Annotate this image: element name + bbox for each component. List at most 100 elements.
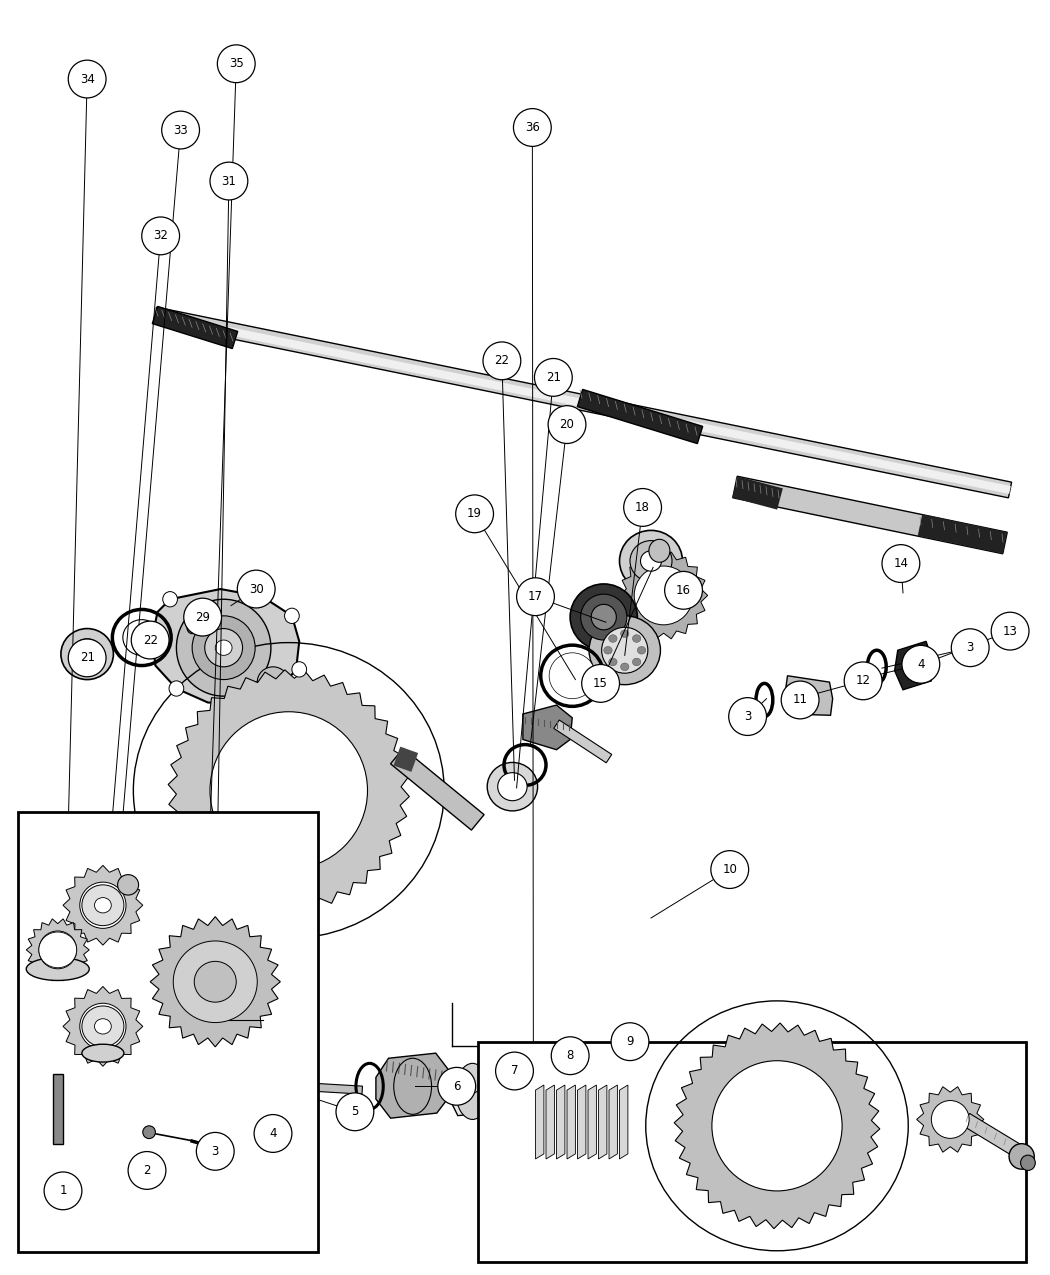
Circle shape [931, 1100, 969, 1139]
Ellipse shape [609, 635, 617, 643]
Circle shape [456, 495, 493, 533]
Ellipse shape [176, 599, 271, 696]
Ellipse shape [637, 646, 646, 654]
Text: 3: 3 [743, 710, 752, 723]
Text: 21: 21 [80, 652, 94, 664]
Circle shape [517, 578, 554, 616]
Text: 6: 6 [453, 1080, 461, 1093]
Ellipse shape [187, 621, 197, 634]
Circle shape [184, 598, 222, 636]
Text: 17: 17 [528, 590, 543, 603]
Polygon shape [733, 477, 1007, 553]
Text: 22: 22 [143, 634, 158, 646]
Ellipse shape [1021, 1155, 1035, 1170]
Circle shape [217, 45, 255, 83]
Text: 5: 5 [351, 1105, 359, 1118]
Circle shape [551, 1037, 589, 1075]
Circle shape [624, 488, 662, 527]
Text: 9: 9 [626, 1035, 634, 1048]
Text: 10: 10 [722, 863, 737, 876]
Polygon shape [674, 1023, 880, 1229]
Circle shape [254, 1114, 292, 1153]
Ellipse shape [143, 1126, 155, 1139]
Polygon shape [376, 1053, 449, 1118]
Text: 33: 33 [173, 124, 188, 136]
Polygon shape [578, 389, 702, 444]
Circle shape [729, 697, 766, 736]
Ellipse shape [82, 1006, 124, 1047]
Text: 11: 11 [793, 694, 807, 706]
Circle shape [210, 711, 368, 870]
Text: 18: 18 [635, 501, 650, 514]
Text: 13: 13 [1003, 625, 1017, 638]
Circle shape [582, 664, 620, 703]
Text: 35: 35 [229, 57, 244, 70]
Polygon shape [168, 669, 410, 912]
Circle shape [80, 882, 126, 928]
Ellipse shape [649, 539, 670, 562]
Circle shape [711, 850, 749, 889]
Polygon shape [26, 919, 89, 980]
Polygon shape [86, 1125, 102, 1137]
Ellipse shape [632, 635, 640, 643]
Ellipse shape [39, 932, 77, 968]
Ellipse shape [84, 1099, 92, 1109]
Polygon shape [620, 1085, 628, 1159]
Text: 16: 16 [676, 584, 691, 597]
Circle shape [951, 629, 989, 667]
Polygon shape [567, 1085, 575, 1159]
Polygon shape [732, 477, 783, 510]
Ellipse shape [292, 662, 307, 677]
Circle shape [902, 645, 940, 683]
Ellipse shape [620, 530, 682, 592]
Polygon shape [784, 676, 833, 715]
Polygon shape [452, 1068, 494, 1116]
Circle shape [39, 931, 77, 969]
Text: 3: 3 [211, 1145, 219, 1158]
Ellipse shape [94, 1019, 111, 1034]
Text: 3: 3 [966, 641, 974, 654]
Ellipse shape [205, 629, 243, 667]
Ellipse shape [64, 1139, 77, 1149]
Text: 15: 15 [593, 677, 608, 690]
Ellipse shape [82, 885, 124, 926]
Ellipse shape [487, 762, 538, 811]
Polygon shape [160, 314, 1011, 493]
Circle shape [844, 662, 882, 700]
Polygon shape [100, 1074, 184, 1139]
Circle shape [131, 621, 169, 659]
Circle shape [665, 571, 702, 609]
Ellipse shape [215, 640, 232, 655]
Polygon shape [546, 1085, 554, 1159]
Text: 2: 2 [143, 1164, 151, 1177]
Ellipse shape [591, 604, 616, 630]
Ellipse shape [163, 592, 177, 607]
Text: 36: 36 [525, 121, 540, 134]
Circle shape [611, 1023, 649, 1061]
Bar [18, 812, 318, 1252]
Text: 19: 19 [467, 507, 482, 520]
Circle shape [991, 612, 1029, 650]
Ellipse shape [194, 961, 236, 1002]
Polygon shape [588, 1085, 596, 1159]
Circle shape [882, 544, 920, 583]
Polygon shape [918, 514, 1007, 553]
Circle shape [80, 1003, 126, 1049]
Ellipse shape [621, 630, 629, 638]
Ellipse shape [602, 627, 648, 673]
Ellipse shape [84, 1127, 92, 1137]
Polygon shape [150, 917, 280, 1047]
Ellipse shape [61, 629, 113, 680]
Ellipse shape [71, 639, 103, 669]
Text: 29: 29 [195, 611, 210, 623]
Ellipse shape [589, 616, 660, 685]
Ellipse shape [82, 1044, 124, 1062]
Polygon shape [917, 1086, 984, 1153]
Ellipse shape [609, 658, 617, 666]
Polygon shape [556, 1085, 565, 1159]
Polygon shape [536, 1085, 544, 1159]
Polygon shape [152, 306, 237, 348]
Circle shape [210, 162, 248, 200]
Ellipse shape [1009, 1144, 1034, 1169]
Circle shape [712, 1061, 842, 1191]
